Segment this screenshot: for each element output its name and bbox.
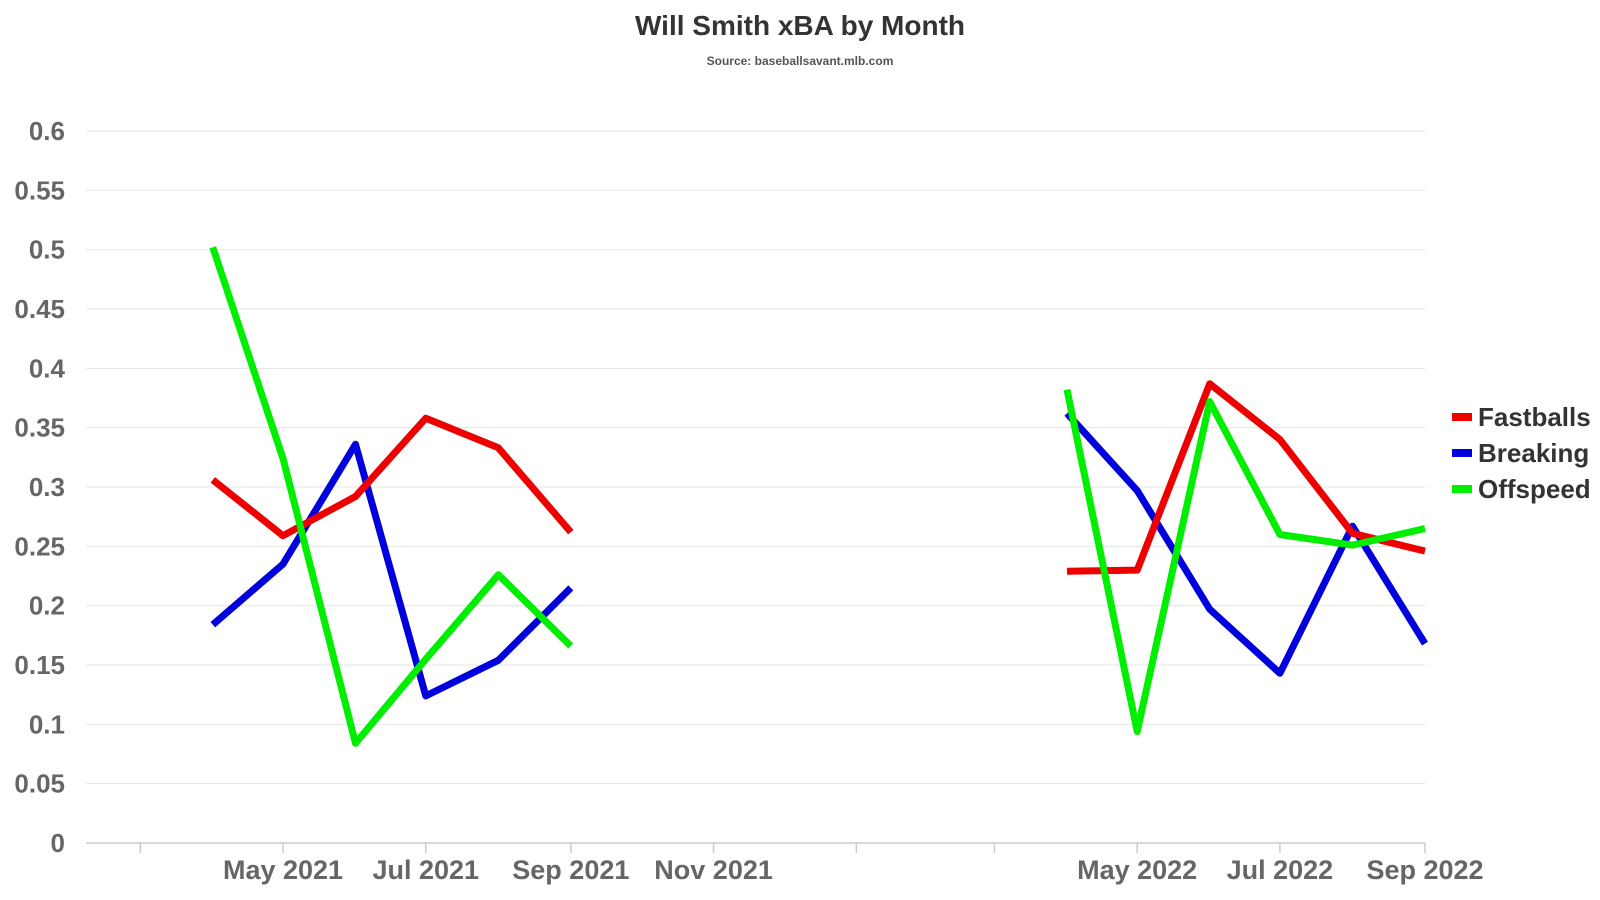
y-tick-label: 0.3 (29, 472, 65, 502)
y-tick-label: 0.15 (14, 650, 65, 680)
legend-swatch-breaking (1452, 449, 1472, 457)
x-tick-label: Jul 2022 (1227, 855, 1334, 885)
chart-title: Will Smith xBA by Month (634, 10, 966, 41)
legend-label-breaking[interactable]: Breaking (1478, 438, 1589, 468)
x-tick-label: Sep 2021 (512, 855, 629, 885)
x-tick-label: May 2021 (223, 855, 343, 885)
y-tick-label: 0.1 (29, 709, 65, 739)
y-tick-label: 0.4 (29, 353, 66, 383)
y-tick-label: 0.35 (14, 413, 65, 443)
y-tick-label: 0.2 (29, 591, 65, 621)
x-tick-label: Nov 2021 (654, 855, 773, 885)
y-tick-label: 0.55 (14, 175, 65, 205)
series-line-offspeed (1063, 388, 1426, 735)
y-tick-label: 0 (51, 828, 65, 858)
y-axis-ticks: 0 0.05 0.1 0.15 0.2 0.25 0.3 0.35 0.4 0.45 0.5 0.55… (14, 116, 65, 858)
x-tick-label: May 2022 (1077, 855, 1197, 885)
x-tick-label: Sep 2022 (1366, 855, 1483, 885)
gridlines (86, 130, 1425, 785)
series-line-fastballs (1066, 380, 1426, 575)
y-tick-label: 0.45 (14, 294, 65, 324)
series-lines (209, 246, 1428, 747)
legend: Fastballs Breaking Offspeed (1452, 402, 1591, 504)
x-axis: May 2021 Jul 2021 Sep 2021 Nov 2021 May 2022… (86, 842, 1484, 885)
y-tick-label: 0.6 (29, 116, 65, 146)
y-tick-label: 0.5 (29, 235, 65, 265)
legend-label-offspeed[interactable]: Offspeed (1478, 474, 1591, 504)
legend-swatch-fastballs (1452, 413, 1472, 421)
series-line-offspeed (209, 246, 574, 747)
y-tick-label: 0.05 (14, 769, 65, 799)
legend-label-fastballs[interactable]: Fastballs (1478, 402, 1591, 432)
y-tick-label: 0.25 (14, 531, 65, 561)
series-line-breaking (210, 440, 574, 700)
chart-subtitle: Source: baseballsavant.mlb.com (706, 54, 894, 68)
series-line-fastballs (210, 414, 574, 540)
legend-swatch-offspeed (1452, 485, 1472, 493)
x-tick-label: Jul 2021 (372, 855, 479, 885)
